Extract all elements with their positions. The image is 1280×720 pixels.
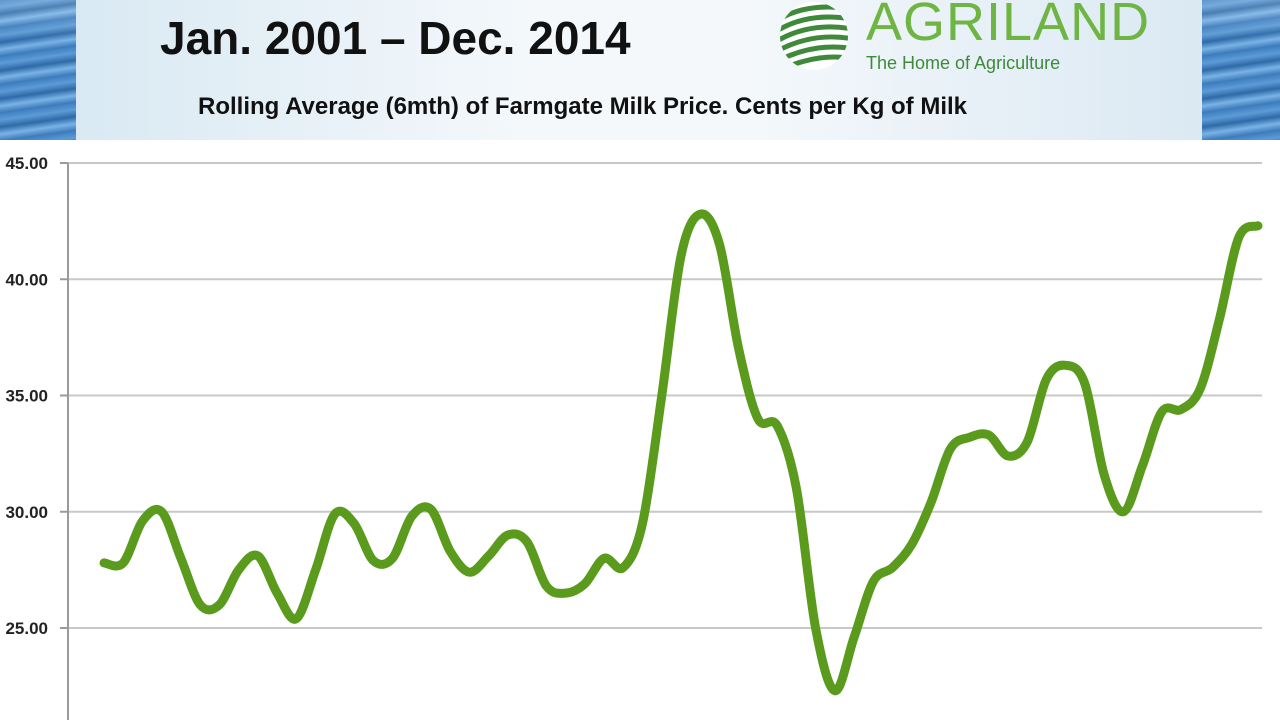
y-tick-label: 35.00 <box>5 387 48 406</box>
series-line <box>99 209 1263 696</box>
water-backdrop-left <box>0 0 76 140</box>
chart-subtitle: Rolling Average (6mth) of Farmgate Milk … <box>198 93 968 120</box>
water-backdrop-right <box>1202 0 1280 140</box>
logo-wordmark: AGRILAND <box>866 0 1151 52</box>
y-tick-label: 45.00 <box>5 154 48 173</box>
y-tick-label: 25.00 <box>5 619 48 638</box>
gridlines <box>68 162 1262 629</box>
slide-title: Jan. 2001 – Dec. 2014 <box>160 12 631 64</box>
logo-tagline: The Home of Agriculture <box>866 53 1061 73</box>
y-axis-ticks: 25.00 30.00 35.00 40.00 45.00 <box>5 154 68 638</box>
y-tick-label: 30.00 <box>5 503 48 522</box>
y-tick-label: 40.00 <box>5 270 48 289</box>
line-chart: 25.00 30.00 35.00 40.00 45.00 <box>5 154 1263 720</box>
agriland-logo-icon <box>780 2 848 70</box>
header-banner <box>76 0 1202 140</box>
